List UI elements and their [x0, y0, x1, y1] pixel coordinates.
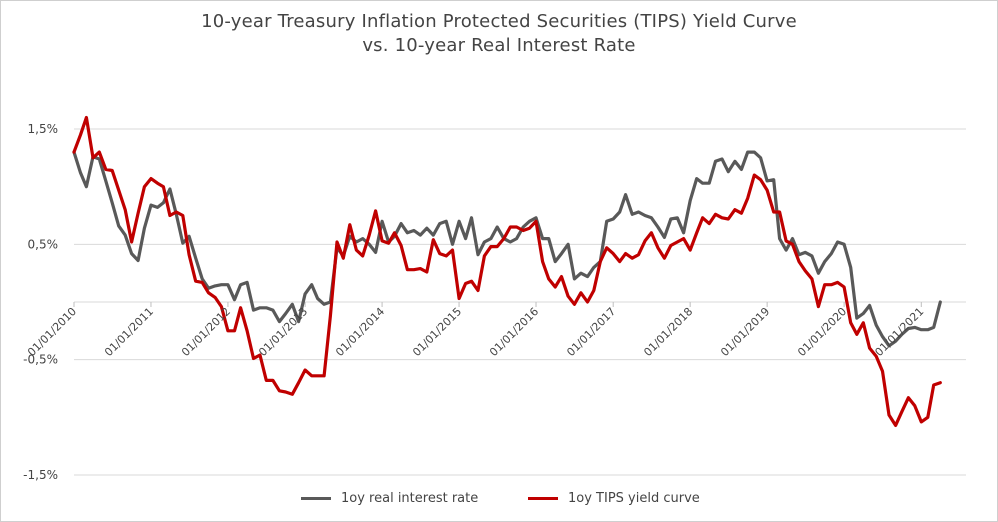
x-axis-tick-labels: 01/01/2010 01/01/2011 01/01/2012 01/01/2013…: [25, 305, 926, 359]
x-tick-label: 01/01/2010: [25, 305, 79, 359]
chart-legend: 1oy real interest rate 1oy TIPS yield cu…: [1, 491, 997, 511]
y-tick-label: -1,5%: [23, 468, 58, 482]
grid-layer: [74, 128, 966, 476]
x-tick-label: 01/01/2014: [333, 305, 387, 359]
legend-label-tips-yield-curve: 1oy TIPS yield curve: [568, 491, 700, 506]
legend-label-real-interest-rate: 1oy real interest rate: [341, 491, 479, 506]
x-tick-label: 01/01/2012: [179, 305, 233, 359]
x-tick-label: 01/01/2017: [564, 305, 618, 359]
line-chart-plot: 1,5%0,5%-0,5%-1,5% 01/01/2010 01/01/2011 0…: [23, 115, 966, 482]
series-layer: [72, 115, 942, 427]
legend-swatch-tips-yield-curve: [528, 497, 558, 500]
x-tick-label: 01/01/2019: [718, 305, 772, 359]
tips-yield-curve-line: [72, 115, 942, 427]
real-interest-rate-line: [72, 150, 942, 348]
x-tick-label: 01/01/2013: [256, 305, 310, 359]
legend-item-tips-yield-curve: 1oy TIPS yield curve: [528, 491, 700, 506]
y-tick-label: 1,5%: [28, 122, 59, 136]
y-axis-tick-labels: 1,5% 0,5% -0,5% -1,5%: [23, 122, 58, 482]
chart-title-line-1: 10-year Treasury Inflation Protected Sec…: [201, 11, 797, 32]
y-tick-label: 0,5%: [28, 237, 59, 251]
legend-item-real-interest-rate: 1oy real interest rate: [301, 491, 478, 506]
x-tick-label: 01/01/2016: [487, 305, 541, 359]
y-tick-label: -0,5%: [23, 353, 58, 367]
legend-swatch-real-interest-rate: [301, 497, 331, 500]
x-tick-label: 01/01/2015: [410, 305, 464, 359]
x-tick-label: 01/01/2018: [641, 305, 695, 359]
chart-title-line-2: vs. 10-year Real Interest Rate: [362, 35, 636, 56]
x-axis: [73, 301, 966, 307]
x-tick-label: 01/01/2020: [795, 305, 849, 359]
x-tick-label: 01/01/2011: [102, 305, 156, 359]
